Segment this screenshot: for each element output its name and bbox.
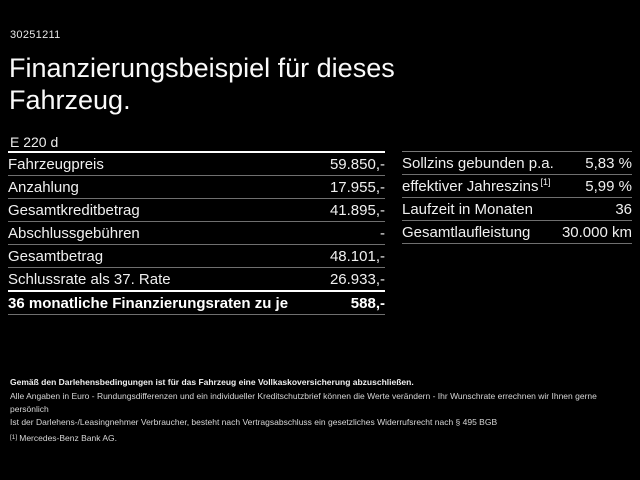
row-value: 59.850,-	[329, 155, 385, 173]
row-value: 41.895,-	[329, 201, 385, 219]
row-value: 30.000 km	[561, 223, 632, 241]
table-row-gesamtkreditbetrag: Gesamtkreditbetrag 41.895,-	[8, 199, 385, 222]
footnote: [1] Mercedes-Benz Bank AG.	[10, 432, 632, 445]
row-value: 48.101,-	[329, 247, 385, 265]
table-row-gesamtbetrag: Gesamtbetrag 48.101,-	[8, 245, 385, 268]
table-row-laufzeit: Laufzeit in Monaten 36	[402, 198, 632, 221]
footnote-text: Mercedes-Benz Bank AG.	[19, 433, 118, 443]
row-label: Anzahlung	[8, 178, 79, 196]
table-row-laufleistung: Gesamtlaufleistung 30.000 km	[402, 221, 632, 244]
row-value: 17.955,-	[329, 178, 385, 196]
table-row-anzahlung: Anzahlung 17.955,-	[8, 176, 385, 199]
table-row-sollzins: Sollzins gebunden p.a. 5,83 %	[402, 152, 632, 175]
row-label: 36 monatliche Finanzierungsraten zu je	[8, 294, 289, 312]
conditions-table: Sollzins gebunden p.a. 5,83 % effektiver…	[402, 151, 632, 244]
row-value: 5,99 %	[585, 177, 632, 195]
disclaimer-line1: Alle Angaben in Euro - Rundungsdifferenz…	[10, 391, 597, 414]
page-title-line2: Fahrzeug.	[9, 85, 131, 115]
row-label: Abschlussgebühren	[8, 224, 140, 242]
row-label: Gesamtlaufleistung	[402, 223, 531, 241]
table-row-jahreszins: effektiver Jahreszins [1] 5,99 %	[402, 175, 632, 198]
row-label: Gesamtkreditbetrag	[8, 201, 140, 219]
legal-footer: Gemäß den Darlehensbedingungen ist für d…	[10, 376, 632, 445]
row-label: Fahrzeugpreis	[8, 155, 104, 173]
financing-table: Fahrzeugpreis 59.850,- Anzahlung 17.955,…	[8, 151, 385, 315]
table-row-schlussrate: Schlussrate als 37. Rate 26.933,-	[8, 268, 385, 290]
offer-id: 30251211	[10, 29, 61, 41]
row-value: 26.933,-	[329, 270, 385, 288]
table-row-fahrzeugpreis: Fahrzeugpreis 59.850,-	[8, 153, 385, 176]
row-label: Gesamtbetrag	[8, 247, 104, 265]
page-title-line1: Finanzierungsbeispiel für dieses	[9, 53, 395, 83]
row-value: -	[380, 224, 385, 242]
row-value: 5,83 %	[585, 154, 632, 172]
row-label: Sollzins gebunden p.a.	[402, 154, 554, 172]
footnote-marker: [1]	[10, 434, 18, 441]
disclaimer-line2: Ist der Darlehens-/Leasingnehmer Verbrau…	[10, 417, 498, 427]
row-label: effektiver Jahreszins [1]	[402, 176, 551, 195]
insurance-notice: Gemäß den Darlehensbedingungen ist für d…	[10, 377, 414, 387]
row-label: Schlussrate als 37. Rate	[8, 270, 171, 288]
row-label: Laufzeit in Monaten	[402, 200, 533, 218]
footnote-ref: [1]	[540, 176, 551, 187]
vehicle-model: E 220 d	[10, 134, 59, 150]
table-row-abschlussgebuehren: Abschlussgebühren -	[8, 222, 385, 245]
row-value: 36	[615, 200, 632, 218]
table-row-monthly-rate: 36 monatliche Finanzierungsraten zu je 5…	[8, 290, 385, 315]
row-value: 588,-	[350, 294, 385, 312]
page-title: Finanzierungsbeispiel für dieses Fahrzeu…	[9, 52, 395, 116]
